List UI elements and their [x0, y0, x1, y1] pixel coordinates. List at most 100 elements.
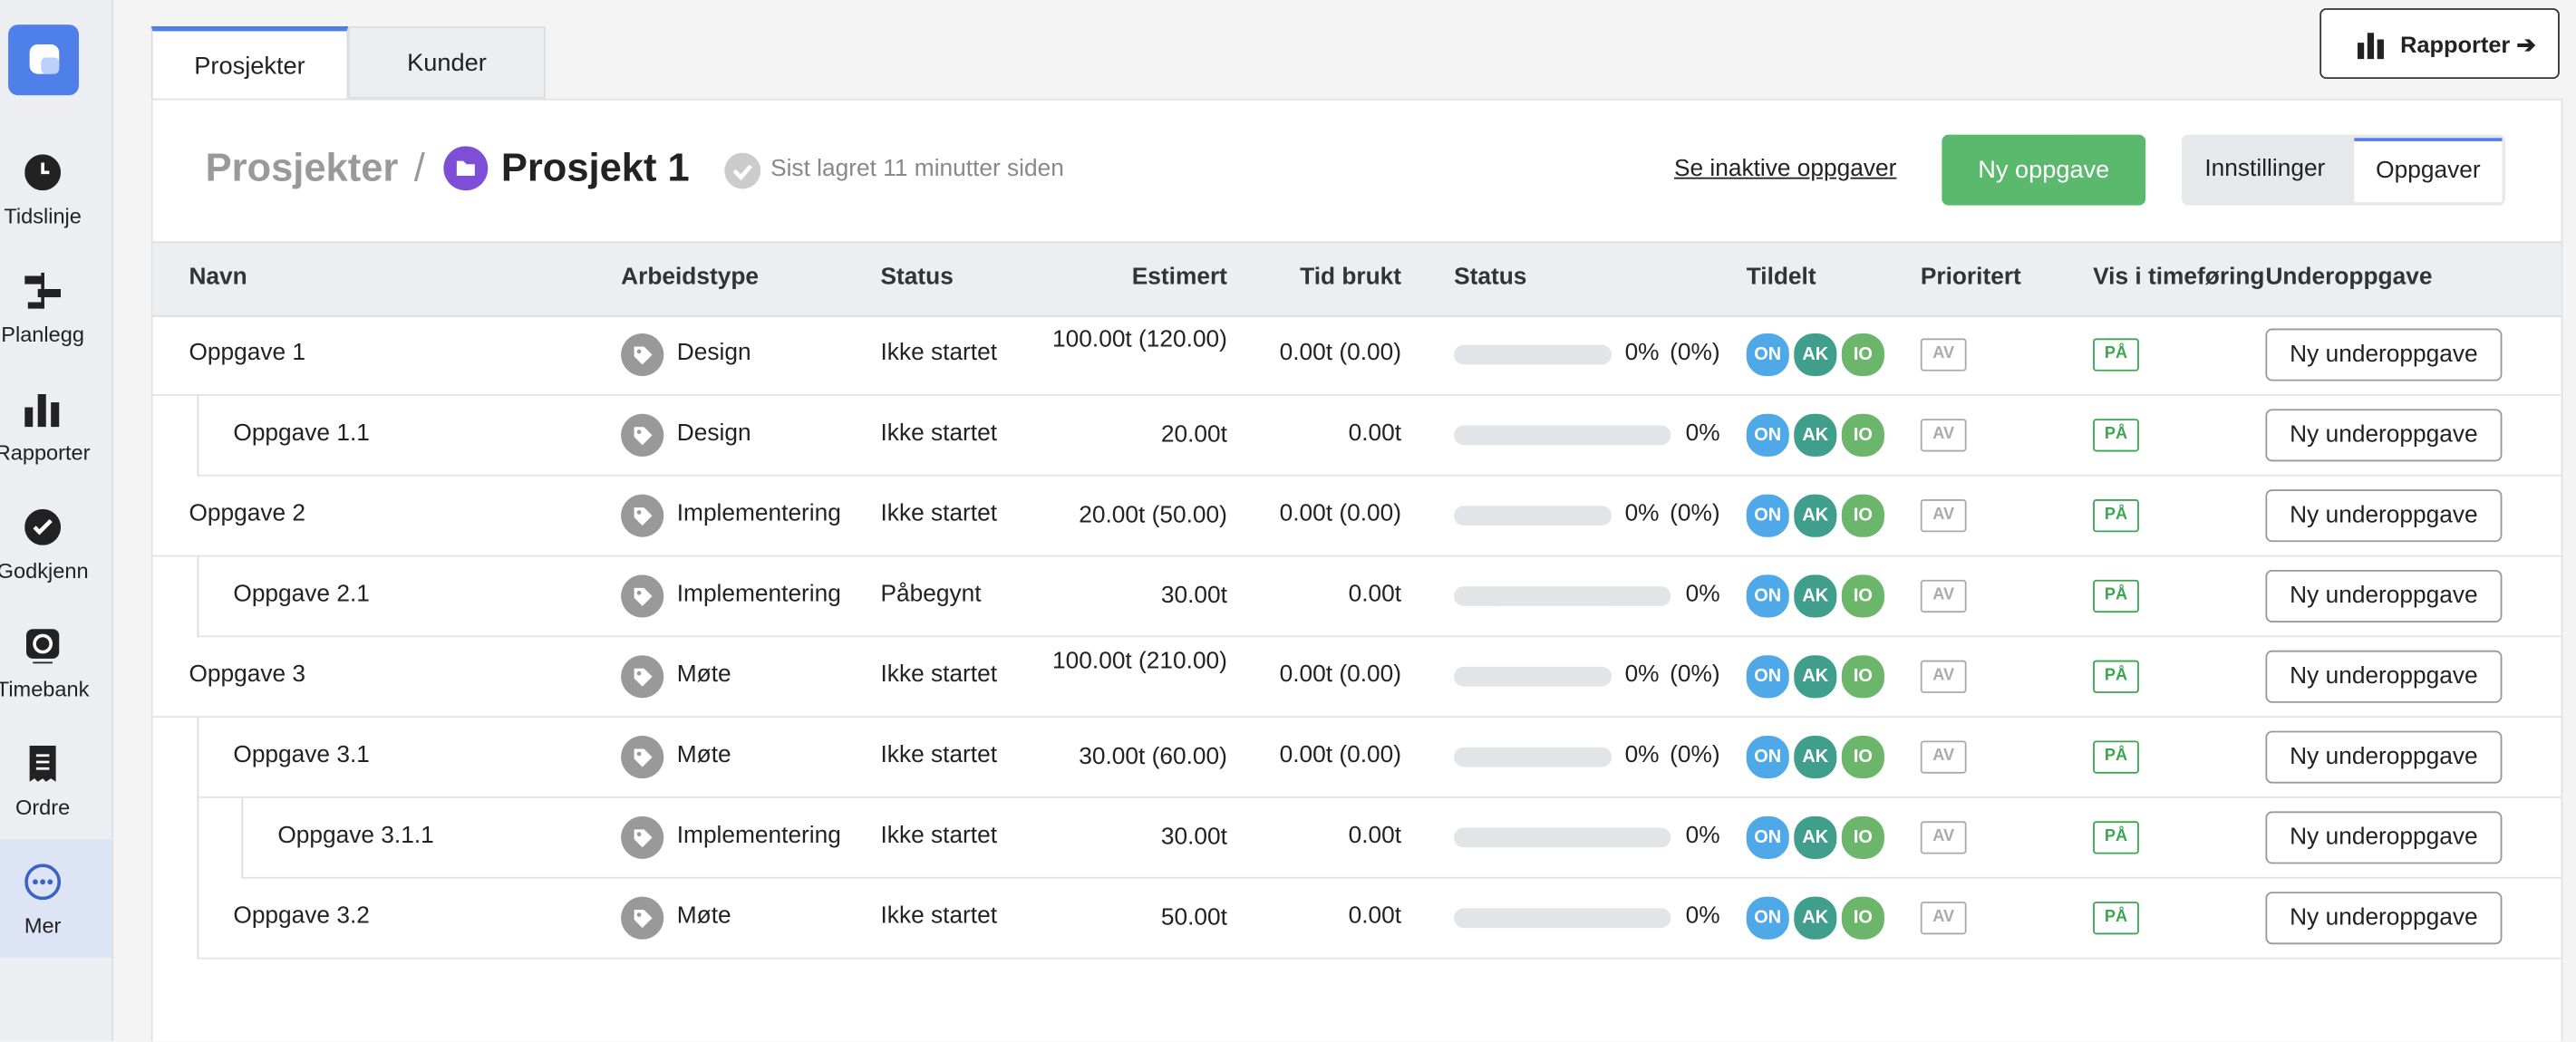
subtask-button[interactable]: Ny underoppgave — [2265, 409, 2503, 462]
subtask-button[interactable]: Ny underoppgave — [2265, 328, 2503, 381]
column-header: Tid brukt — [1300, 264, 1402, 291]
sidebar-icon[interactable] — [24, 864, 62, 901]
assignee[interactable]: AK — [1792, 894, 1839, 941]
sidebar-label[interactable]: Timebank — [0, 676, 90, 701]
assignee[interactable]: IO — [1840, 815, 1886, 861]
column-header: Arbeidstype — [621, 264, 760, 291]
timeforing-badge[interactable]: PÅ — [2093, 902, 2139, 935]
assignee[interactable]: IO — [1840, 653, 1886, 700]
progress: 0% — [1685, 420, 1720, 447]
task-name[interactable]: Oppgave 3.1.1 — [277, 823, 434, 850]
task-name[interactable]: Oppgave 2.1 — [233, 581, 370, 608]
estimate: 30.00t — [1160, 583, 1227, 610]
assignee[interactable]: ON — [1744, 815, 1791, 861]
assignee[interactable]: IO — [1840, 894, 1886, 941]
toggle: Innstillinger Oppgaver — [2182, 134, 2506, 206]
sidebar-icon[interactable] — [24, 745, 61, 782]
subtask-button[interactable]: Ny underoppgave — [2265, 730, 2503, 784]
timeforing-badge[interactable]: PÅ — [2093, 499, 2139, 533]
assignee[interactable]: IO — [1840, 411, 1886, 458]
priority-badge[interactable]: AV — [1920, 821, 1967, 854]
assignee[interactable]: ON — [1744, 653, 1791, 700]
assignee[interactable]: ON — [1744, 332, 1791, 378]
inactive-link[interactable]: Se inaktive oppgaver — [1673, 156, 1897, 183]
priority-badge[interactable]: AV — [1920, 419, 1967, 452]
column-header: Navn — [189, 264, 247, 291]
time-used: 0.00t — [1348, 902, 1402, 930]
assignee[interactable]: ON — [1744, 573, 1791, 620]
task-name[interactable]: Oppgave 1 — [189, 340, 306, 367]
timeforing-badge[interactable]: PÅ — [2093, 579, 2139, 613]
task-name[interactable]: Oppgave 3.2 — [233, 902, 370, 930]
priority-badge[interactable]: AV — [1920, 338, 1967, 371]
sidebar-icon[interactable] — [24, 154, 62, 191]
reports-button[interactable]: Rapporter ➔ — [2319, 8, 2560, 79]
priority-badge[interactable]: AV — [1920, 902, 1967, 935]
tab[interactable]: Kunder — [348, 26, 546, 99]
sidebar-icon[interactable] — [24, 627, 61, 666]
assignee[interactable]: ON — [1744, 492, 1791, 539]
assignee[interactable]: AK — [1792, 411, 1839, 458]
assignee[interactable]: IO — [1840, 734, 1886, 780]
timeforing-badge[interactable]: PÅ — [2093, 419, 2139, 452]
sidebar-label[interactable]: Tidslinje — [4, 203, 82, 228]
priority-badge[interactable]: AV — [1920, 579, 1967, 613]
worktype: Implementering — [676, 823, 841, 850]
priority-badge[interactable]: AV — [1920, 660, 1967, 693]
progress-bar — [1454, 908, 1671, 929]
timeforing-badge[interactable]: PÅ — [2093, 338, 2139, 371]
assignee[interactable]: AK — [1792, 653, 1839, 700]
task-name[interactable]: Oppgave 1.1 — [233, 420, 370, 447]
assignee[interactable]: AK — [1792, 734, 1839, 780]
status: Ikke startet — [880, 340, 998, 367]
subtask-button[interactable]: Ny underoppgave — [2265, 650, 2503, 703]
sidebar-label[interactable]: Mer — [24, 912, 62, 938]
assignee[interactable]: AK — [1792, 573, 1839, 620]
assignee[interactable]: IO — [1840, 332, 1886, 378]
timeforing-badge[interactable]: PÅ — [2093, 821, 2139, 854]
sidebar-label[interactable]: Rapporter — [0, 439, 91, 465]
progress: 0% — [1685, 823, 1720, 850]
sidebar-icon[interactable] — [24, 508, 62, 545]
column-header: Status — [1454, 264, 1527, 291]
status: Ikke startet — [880, 742, 998, 769]
subtask-button[interactable]: Ny underoppgave — [2265, 892, 2503, 945]
toggle-option[interactable]: Innstillinger — [2204, 156, 2326, 183]
assignee[interactable]: ON — [1744, 411, 1791, 458]
subtask-button[interactable]: Ny underoppgave — [2265, 489, 2503, 543]
assignee[interactable]: IO — [1840, 492, 1886, 539]
logo[interactable] — [8, 24, 79, 96]
timeforing-badge[interactable]: PÅ — [2093, 740, 2139, 774]
task-name[interactable]: Oppgave 3 — [189, 661, 306, 689]
assignee[interactable]: IO — [1840, 573, 1886, 620]
reports-label: Rapporter ➔ — [2400, 31, 2536, 58]
toggle-option-active[interactable]: Oppgaver — [2354, 138, 2503, 202]
timeforing-badge[interactable]: PÅ — [2093, 660, 2139, 693]
priority-badge[interactable]: AV — [1920, 499, 1967, 533]
task-name[interactable]: Oppgave 2 — [189, 500, 306, 527]
assignee[interactable]: AK — [1792, 815, 1839, 861]
tab-active[interactable]: Prosjekter — [150, 26, 349, 99]
priority-badge[interactable]: AV — [1920, 740, 1967, 774]
assignee[interactable]: ON — [1744, 894, 1791, 941]
subtask-button[interactable]: Ny underoppgave — [2265, 569, 2503, 622]
estimate: 30.00t — [1160, 824, 1227, 851]
sidebar-label[interactable]: Planlegg — [1, 322, 84, 347]
new-task-button[interactable]: Ny oppgave — [1942, 134, 2146, 206]
progress: 0% — [1624, 340, 1660, 367]
assignee[interactable]: ON — [1744, 734, 1791, 780]
column-header: Underoppgave — [2265, 264, 2433, 291]
sidebar-icon[interactable] — [24, 391, 61, 428]
sidebar-icon[interactable] — [24, 272, 62, 309]
sidebar-label[interactable]: Ordre — [15, 795, 71, 820]
breadcrumb-root[interactable]: Prosjekter — [205, 146, 399, 191]
progress: 0% — [1685, 581, 1720, 608]
assignee[interactable]: AK — [1792, 492, 1839, 539]
bar-icon — [2357, 33, 2384, 60]
subtask-button[interactable]: Ny underoppgave — [2265, 811, 2503, 864]
worktype-icon — [621, 574, 664, 618]
sidebar-label[interactable]: Godkjenn — [0, 558, 89, 584]
task-name[interactable]: Oppgave 3.1 — [233, 742, 370, 769]
logo-icon — [29, 43, 60, 74]
assignee[interactable]: AK — [1792, 332, 1839, 378]
